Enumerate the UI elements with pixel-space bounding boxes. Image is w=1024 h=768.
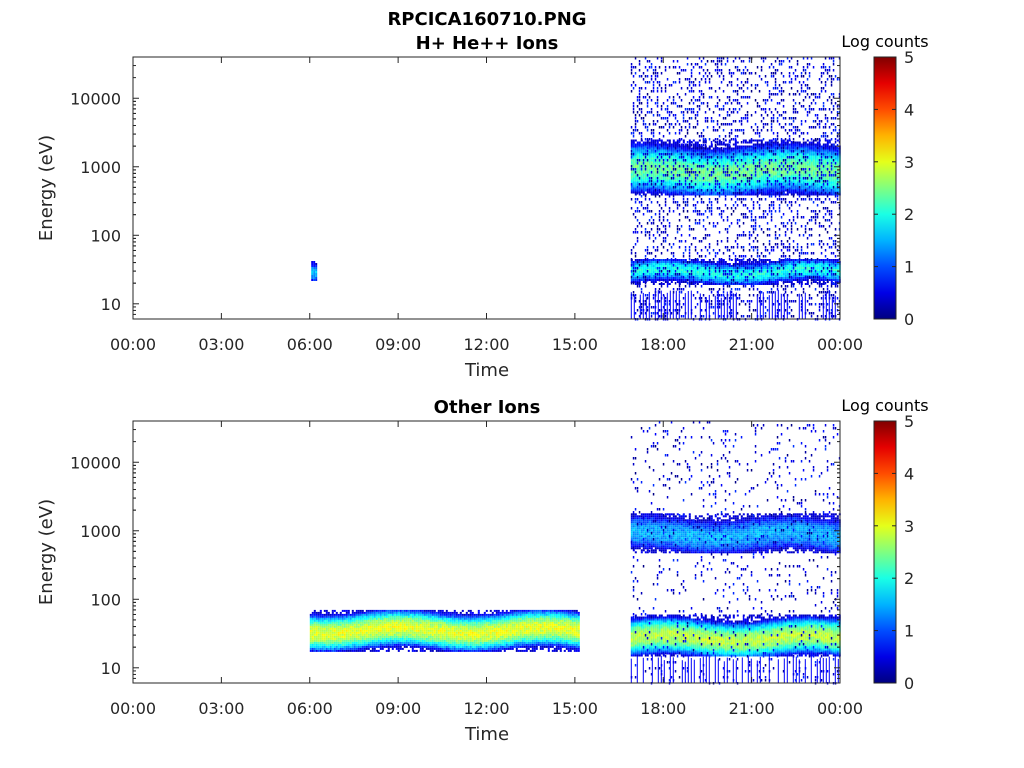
- axes: [132, 420, 841, 684]
- x-tick-label: 00:00: [110, 335, 156, 354]
- x-tick-label: 09:00: [375, 699, 421, 718]
- x-tick-label: 15:00: [552, 699, 598, 718]
- colorbar-tick-label: 4: [904, 100, 914, 119]
- panel-other-ions: Other Ions 00:00 03:00 06:00 09:00 12:00 15:0…: [36, 396, 929, 745]
- data-band: [630, 259, 841, 285]
- x-tick-label: 09:00: [375, 335, 421, 354]
- y-tick-label: 1000: [80, 522, 121, 541]
- colorbar-tick-label: 5: [904, 48, 914, 67]
- x-tick-label: 03:00: [198, 335, 244, 354]
- data-band: [311, 261, 318, 281]
- y-tick-label: 10000: [70, 89, 121, 108]
- x-axis-label: Time: [464, 360, 509, 381]
- x-tick-label: 00:00: [817, 335, 863, 354]
- colorbar-tick-label: 5: [904, 412, 914, 431]
- colorbar-tick-label: 0: [904, 310, 914, 329]
- y-tick-labels: 10 100 1000 10000: [70, 453, 121, 678]
- colorbar-tick-label: 2: [904, 569, 914, 588]
- x-tick-labels: 00:00 03:00 06:00 09:00 12:00 15:00 18:00 21:00…: [110, 335, 863, 354]
- x-axis-label: Time: [464, 724, 509, 745]
- x-tick-label: 18:00: [640, 699, 686, 718]
- colorbar-tick-label: 1: [904, 622, 914, 641]
- x-tick-label: 00:00: [110, 699, 156, 718]
- y-tick-label: 1000: [80, 158, 121, 177]
- x-tick-label: 00:00: [817, 699, 863, 718]
- panel-title: H+ He++ Ions: [416, 33, 559, 54]
- x-tick-labels: 00:00 03:00 06:00 09:00 12:00 15:00 18:00 21:00…: [110, 699, 863, 718]
- x-tick-label: 15:00: [552, 335, 598, 354]
- y-tick-label: 100: [90, 226, 121, 245]
- colorbar-tick-label: 0: [904, 674, 914, 693]
- colorbar-gradient: [873, 56, 897, 320]
- data-band: [309, 609, 580, 652]
- panel-title: Other Ions: [434, 397, 541, 418]
- x-tick-label: 21:00: [729, 699, 775, 718]
- x-tick-label: 12:00: [463, 699, 509, 718]
- x-tick-label: 18:00: [640, 335, 686, 354]
- x-tick-label: 06:00: [287, 699, 333, 718]
- x-tick-label: 21:00: [729, 335, 775, 354]
- y-tick-labels: 10 100 1000 10000: [70, 89, 121, 314]
- colorbar-gradient: [873, 420, 897, 684]
- colorbar-title: Log counts: [841, 396, 928, 415]
- plot-area: [133, 421, 841, 685]
- colorbar: 0 1 2 3 4 5: [873, 412, 914, 693]
- colorbar-tick-label: 2: [904, 205, 914, 224]
- data-speckle: [630, 421, 841, 685]
- axes: [132, 56, 841, 320]
- y-tick-label: 10000: [70, 453, 121, 472]
- colorbar-title: Log counts: [841, 32, 928, 51]
- x-tick-label: 12:00: [463, 335, 509, 354]
- colorbar: 0 1 2 3 4 5: [873, 48, 914, 329]
- y-tick-label: 100: [90, 590, 121, 609]
- colorbar-tick-label: 3: [904, 153, 914, 172]
- colorbar-tick-label: 1: [904, 258, 914, 277]
- plot-area: [133, 57, 841, 321]
- colorbar-tick-label: 4: [904, 464, 914, 483]
- data-speckle: [630, 57, 841, 321]
- panel-h-he-ions: H+ He++ Ions 00:00 03:00 06:00 09:00 12:00 15…: [36, 32, 929, 381]
- x-tick-label: 06:00: [287, 335, 333, 354]
- y-axis-label: Energy (eV): [36, 135, 57, 241]
- x-tick-label: 03:00: [198, 699, 244, 718]
- y-tick-label: 10: [101, 659, 121, 678]
- figure-title: RPCICA160710.PNG: [387, 9, 586, 30]
- colorbar-tick-label: 3: [904, 517, 914, 536]
- y-tick-label: 10: [101, 295, 121, 314]
- y-axis-label: Energy (eV): [36, 499, 57, 605]
